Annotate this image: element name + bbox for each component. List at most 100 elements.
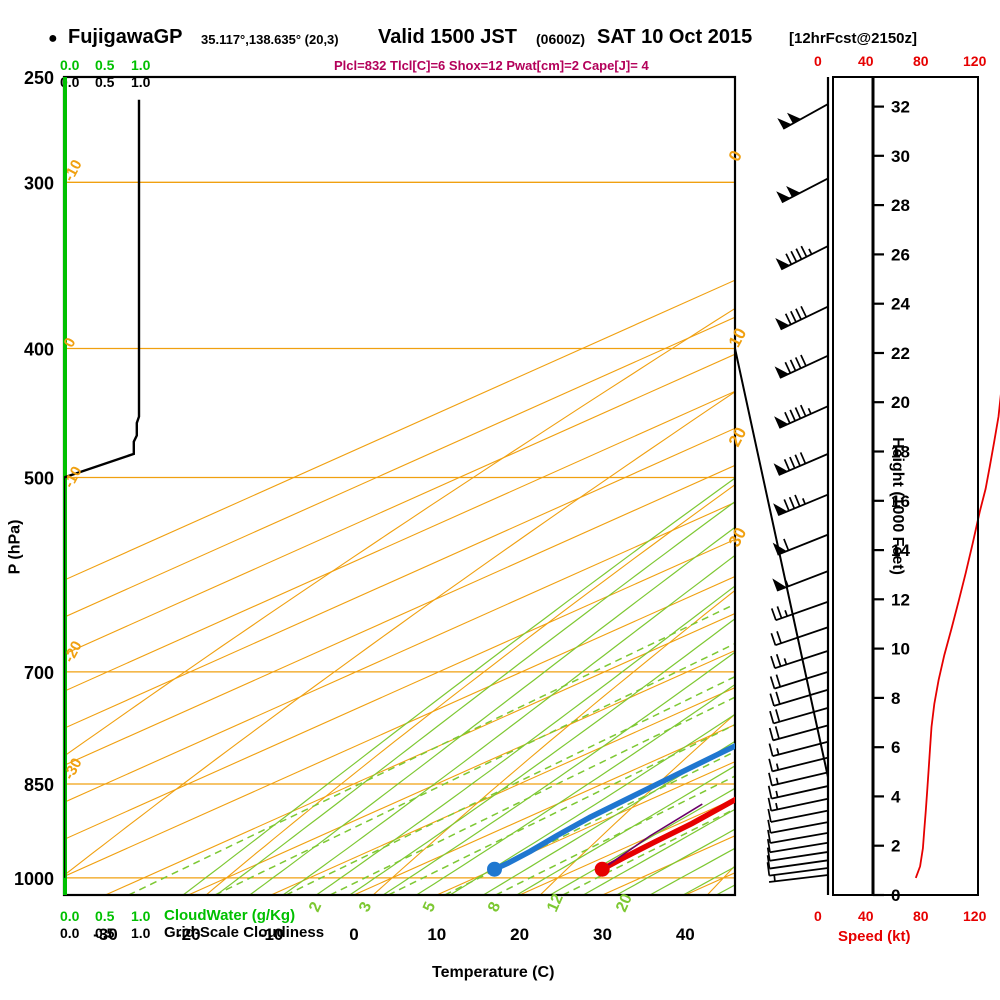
wind-barb <box>770 600 829 622</box>
isotherm--80 <box>64 427 735 729</box>
speed-top-tick-0: 0 <box>814 53 822 69</box>
isotherm-label-right-3: 30 <box>725 524 751 550</box>
wind-barb <box>776 177 829 204</box>
saturated-adiabat-4 <box>382 651 735 895</box>
saturated-adiabat-layer <box>182 477 735 895</box>
wind-barb <box>774 404 829 429</box>
height-tick-label-12: 12 <box>891 590 910 609</box>
temperature-tick-10: 10 <box>427 925 446 944</box>
height-tick-label-14: 14 <box>891 541 910 560</box>
saturated-adiabat-28 <box>583 808 735 895</box>
cloudiness-bottom-tick-1: 0.5 <box>95 925 115 941</box>
pressure-tick-500: 500 <box>24 468 54 488</box>
speed-top-tick-3: 120 <box>963 53 987 69</box>
valid-time-utc: (0600Z) <box>536 31 586 47</box>
height-tick-label-6: 6 <box>891 738 900 757</box>
wind-barb <box>775 305 829 331</box>
isotherm-0 <box>353 724 735 895</box>
station-coordinates: 35.117°,138.635° (20,3) <box>201 32 339 47</box>
height-tick-label-32: 32 <box>891 98 910 117</box>
speed-top-tick-1: 40 <box>858 53 874 69</box>
station-name: FujigawaGP <box>68 26 183 48</box>
height-tick-label-22: 22 <box>891 344 910 363</box>
pressure-tick-300: 300 <box>24 173 54 193</box>
saturated-adiabat-40 <box>682 866 735 895</box>
saturated-adiabat--4 <box>316 585 735 895</box>
height-tick-label-16: 16 <box>891 492 910 511</box>
cloudwater-bottom-tick-1: 0.5 <box>95 908 115 924</box>
wind-barb <box>775 245 829 271</box>
pressure-tick-700: 700 <box>24 663 54 683</box>
mixing-ratio-label-5: 20 <box>613 891 636 914</box>
plot-border <box>62 75 737 897</box>
isotherm--70 <box>64 464 735 766</box>
saturated-adiabat-12 <box>449 713 735 895</box>
wind-barb <box>767 785 829 800</box>
temperature-tick-40: 40 <box>676 925 695 944</box>
temperature-axis-label: Temperature (C) <box>432 964 555 981</box>
cloudiness-bottom-tick-2: 1.0 <box>131 925 151 941</box>
wind-barb <box>768 771 829 787</box>
wind-barb <box>768 740 829 758</box>
pressure-tick-400: 400 <box>24 340 54 360</box>
mixing-ratio-5 <box>387 723 735 895</box>
grid-layer <box>64 77 735 895</box>
speed-bottom-tick-3: 120 <box>963 908 987 924</box>
speed-bottom-tick-2: 80 <box>913 908 929 924</box>
isotherm-10 <box>436 761 735 895</box>
saturated-adiabat-8 <box>416 683 735 895</box>
wind-barb <box>766 855 829 870</box>
saturated-adiabat-16 <box>482 740 735 895</box>
mixing-ratio-label-2: 5 <box>420 899 439 914</box>
temperature-tick-20: 20 <box>510 925 529 944</box>
speed-top-tick-2: 80 <box>913 53 929 69</box>
mixing-ratio-label-4: 12 <box>544 891 567 914</box>
wind-barb <box>767 819 829 834</box>
dry-adiabat--20 <box>205 484 735 895</box>
isotherm-30 <box>602 835 735 895</box>
mixing-ratio-2 <box>285 675 735 895</box>
wind-barb-column <box>766 77 830 895</box>
dry-adiabat-40 <box>706 865 735 895</box>
surface-dewpoint <box>487 861 503 877</box>
valid-date: SAT 10 Oct 2015 <box>597 26 753 48</box>
wind-barb <box>768 874 829 883</box>
saturated-adiabat-32 <box>616 828 735 895</box>
isotherm--60 <box>64 501 735 804</box>
mixing-ratio-20 <box>562 808 735 895</box>
speed-bottom-tick-0: 0 <box>814 908 822 924</box>
cloudwater-axis-label: CloudWater (g/Kg) <box>164 907 296 924</box>
wind-barb <box>770 626 829 647</box>
isotherm-label-right-2: 20 <box>725 424 751 450</box>
saturated-adiabat--12 <box>249 526 735 895</box>
wind-barb <box>772 570 829 592</box>
dry-adiabat--40 <box>64 391 735 877</box>
mixing-ratio-12 <box>495 775 735 895</box>
cloudiness-bottom-tick-0: 0.0 <box>60 925 80 941</box>
forecast-stamp: [12hrFcst@2150z] <box>789 30 918 47</box>
wind-barb <box>768 724 829 742</box>
sounding-traces <box>487 742 735 877</box>
saturated-adiabat-0 <box>349 617 735 895</box>
isotherm--10 <box>270 686 735 895</box>
mixing-ratio-label-1: 3 <box>356 899 375 914</box>
plot-frame <box>62 75 829 897</box>
height-tick-label-18: 18 <box>891 443 910 462</box>
isotherm-label-right-1: 10 <box>725 325 751 351</box>
data-boundary-line <box>734 77 829 778</box>
speed-curve <box>914 394 1000 879</box>
temperature-tick--10: -10 <box>259 925 284 944</box>
wind-barb <box>773 452 829 476</box>
dry-adiabat-0 <box>372 589 735 895</box>
cloudwater-top-tick-1: 0.5 <box>95 57 115 73</box>
saturated-adiabat--8 <box>282 554 735 895</box>
height-tick-label-28: 28 <box>891 196 910 215</box>
pressure-tick-850: 850 <box>24 775 54 795</box>
pressure-tick-250: 250 <box>24 68 54 88</box>
dewpoint-trace <box>493 742 735 872</box>
wind-barb <box>767 829 829 844</box>
surface-temperature <box>594 861 610 877</box>
cloudwater-top-tick-0: 0.0 <box>60 57 80 73</box>
